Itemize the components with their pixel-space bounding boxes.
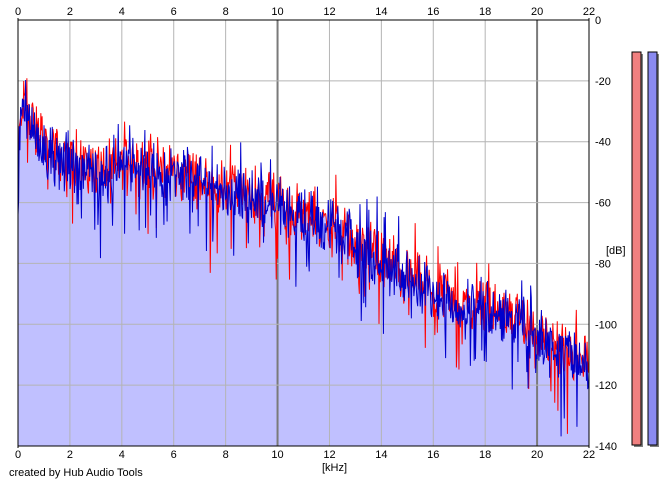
x-tick-label-top: 12 bbox=[323, 6, 335, 18]
x-tick-label-top: 22 bbox=[583, 6, 595, 18]
y-tick-label: -40 bbox=[595, 137, 611, 149]
x-tick-label-bottom: 14 bbox=[375, 449, 387, 461]
x-tick-label-bottom: 20 bbox=[531, 449, 543, 461]
x-tick-label-bottom: 8 bbox=[223, 449, 229, 461]
x-tick-label-top: 10 bbox=[271, 6, 283, 18]
x-tick-label-top: 0 bbox=[15, 6, 21, 18]
spectrum-area bbox=[18, 78, 589, 446]
x-tick-label-top: 20 bbox=[531, 6, 543, 18]
y-tick-label: -140 bbox=[595, 441, 617, 453]
y-axis-label: [dB] bbox=[606, 245, 626, 257]
y-tick-label: -60 bbox=[595, 198, 611, 210]
x-tick-label-bottom: 2 bbox=[67, 449, 73, 461]
x-tick-label-top: 4 bbox=[119, 6, 125, 18]
credit-text: created by Hub Audio Tools bbox=[9, 467, 143, 479]
level-meters bbox=[631, 51, 659, 447]
x-tick-label-top: 6 bbox=[171, 6, 177, 18]
y-tick-label: -120 bbox=[595, 380, 617, 392]
x-tick-label-bottom: 6 bbox=[171, 449, 177, 461]
x-tick-label-bottom: 12 bbox=[323, 449, 335, 461]
spectrum-fill bbox=[18, 78, 589, 446]
x-tick-label-top: 2 bbox=[67, 6, 73, 18]
x-tick-label-top: 8 bbox=[223, 6, 229, 18]
y-tick-label: -20 bbox=[595, 76, 611, 88]
y-tick-label: -80 bbox=[595, 258, 611, 270]
x-tick-label-bottom: 0 bbox=[15, 449, 21, 461]
level-meter-bar bbox=[647, 51, 658, 446]
x-tick-label-top: 16 bbox=[427, 6, 439, 18]
series-lines bbox=[17, 78, 590, 437]
level-meter-bar bbox=[631, 51, 642, 446]
x-axis-label: [kHz] bbox=[322, 462, 347, 474]
x-tick-label-bottom: 16 bbox=[427, 449, 439, 461]
x-tick-label-top: 14 bbox=[375, 6, 387, 18]
y-tick-label: -100 bbox=[595, 319, 617, 331]
x-tick-label-bottom: 18 bbox=[479, 449, 491, 461]
x-tick-label-bottom: 10 bbox=[271, 449, 283, 461]
x-tick-label-bottom: 4 bbox=[119, 449, 125, 461]
series-line-1 bbox=[17, 79, 590, 437]
axes: 002244668810101212141416161818202022220-… bbox=[15, 6, 626, 474]
x-tick-label-top: 18 bbox=[479, 6, 491, 18]
x-tick-label-bottom: 22 bbox=[583, 449, 595, 461]
y-tick-label: 0 bbox=[595, 15, 601, 27]
